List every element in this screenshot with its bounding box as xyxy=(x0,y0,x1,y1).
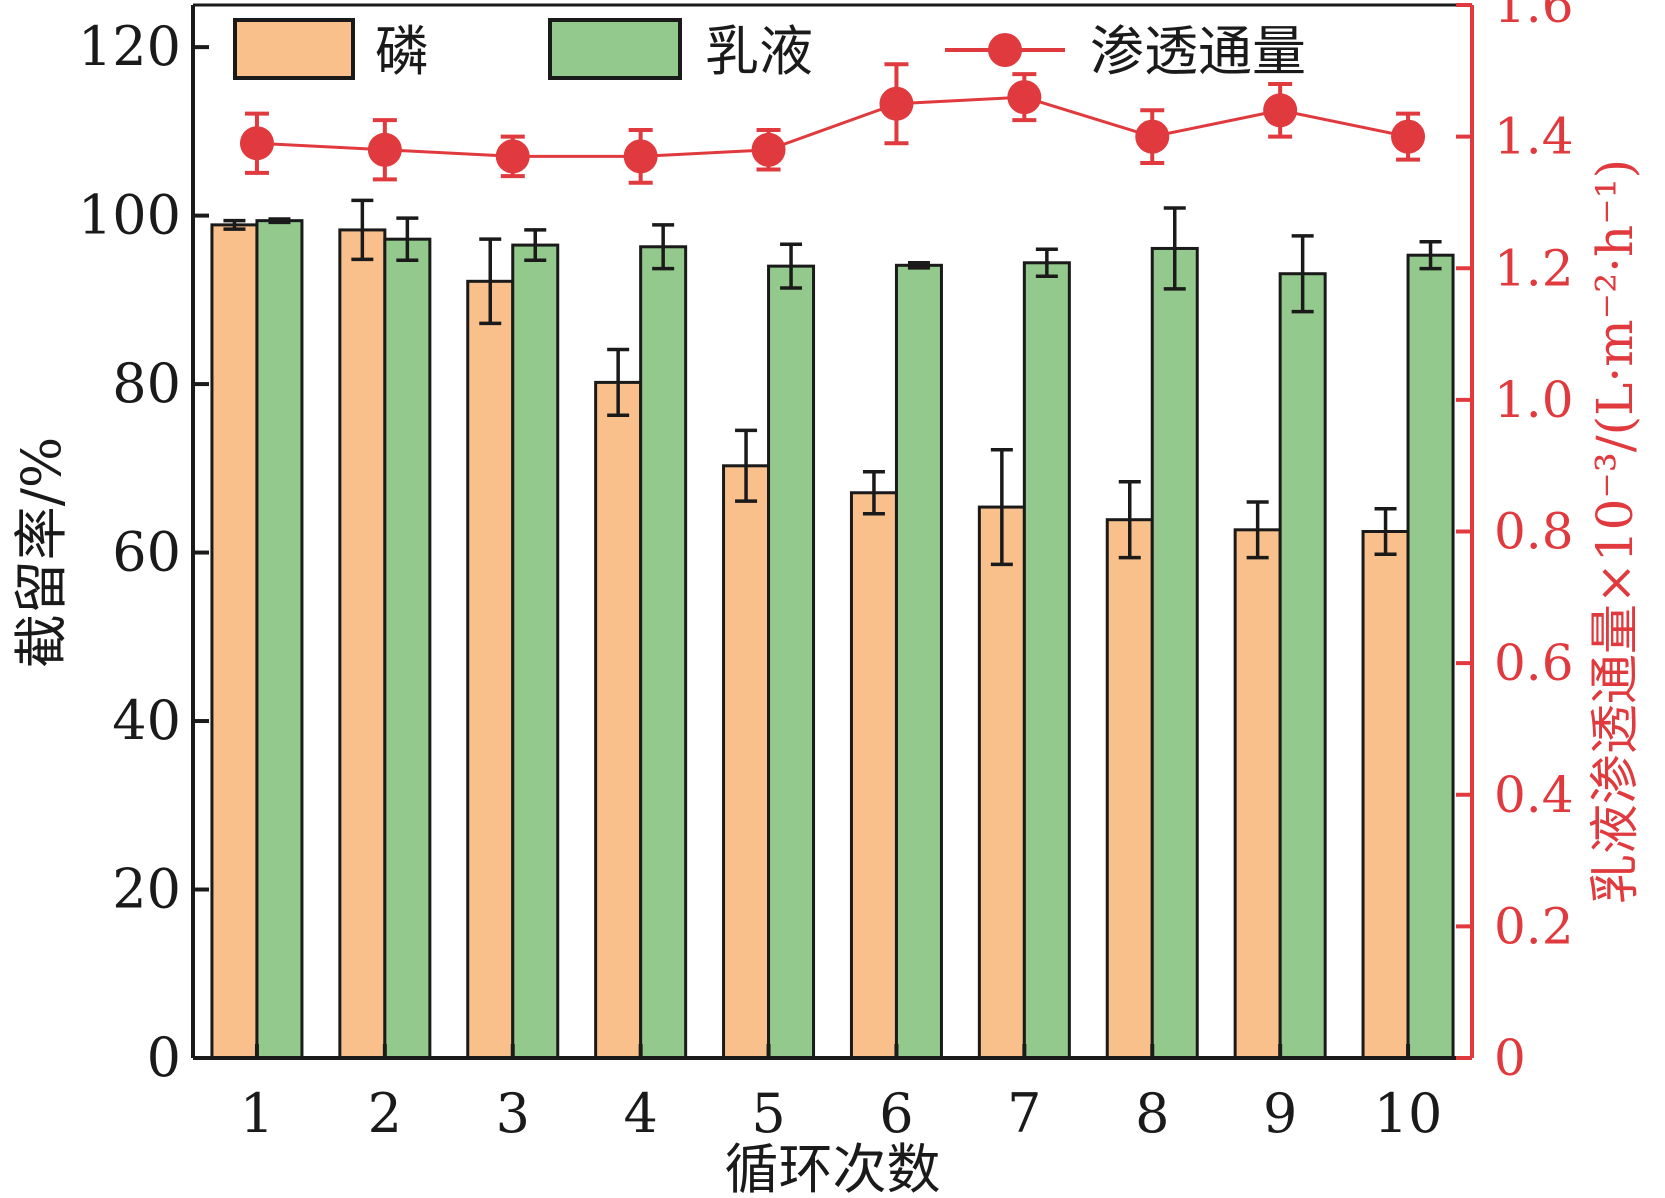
legend-emulsion-swatch xyxy=(548,18,682,80)
legend-phosphorus-label: 磷 xyxy=(375,20,429,83)
x-tick-label-10: 10 xyxy=(1374,1082,1443,1145)
flux-point-2 xyxy=(367,132,402,167)
errorbar-emulsion-8 xyxy=(1163,206,1186,291)
y2-axis-title: 乳液渗透通量×10⁻³/(L·m⁻²·h⁻¹) xyxy=(1586,159,1644,904)
legend-flux-label: 渗透通量 xyxy=(1090,20,1306,83)
errorbar-emulsion-6 xyxy=(907,261,930,270)
left-tick-label-80: 80 xyxy=(112,352,181,415)
x-tick-label-3: 3 xyxy=(496,1082,530,1145)
x-tick-label-6: 6 xyxy=(879,1082,913,1145)
errorbar-emulsion-4 xyxy=(652,223,675,271)
errorbar-emulsion-2 xyxy=(396,216,419,262)
errorbar-phosphorus-6 xyxy=(862,469,885,516)
errorbar-emulsion-3 xyxy=(524,228,547,262)
bar-emulsion-4 xyxy=(639,245,688,1060)
left-tick-label-20: 20 xyxy=(112,858,181,921)
errorbar-emulsion-1 xyxy=(268,217,291,225)
bar-emulsion-3 xyxy=(511,243,560,1060)
errorbar-phosphorus-8 xyxy=(1118,480,1141,560)
flux-point-4 xyxy=(623,139,658,174)
bar-phosphorus-4 xyxy=(594,380,643,1060)
x-tick-label-5: 5 xyxy=(751,1082,785,1145)
right-tick-label-1.2: 1.2 xyxy=(1494,239,1574,297)
bar-emulsion-10 xyxy=(1406,253,1455,1060)
flux-point-10 xyxy=(1391,119,1426,154)
x-tick-label-7: 7 xyxy=(1007,1082,1041,1145)
errorbar-emulsion-7 xyxy=(1035,247,1058,279)
x-axis-title: 循环次数 xyxy=(725,1138,941,1198)
left-tick-label-100: 100 xyxy=(78,184,181,247)
bar-emulsion-7 xyxy=(1022,261,1071,1060)
bar-phosphorus-2 xyxy=(338,228,387,1060)
errorbar-phosphorus-9 xyxy=(1246,500,1269,560)
errorbar-phosphorus-5 xyxy=(735,428,758,503)
left-tick-label-0: 0 xyxy=(147,1026,181,1089)
y-axis-title: 截留率/% xyxy=(10,437,73,669)
left-tick-label-60: 60 xyxy=(112,521,181,584)
x-tick-label-1: 1 xyxy=(240,1082,274,1145)
flux-point-9 xyxy=(1263,93,1298,128)
bar-emulsion-2 xyxy=(383,237,432,1060)
bar-emulsion-8 xyxy=(1150,246,1199,1060)
right-tick-label-0: 0 xyxy=(1494,1029,1526,1087)
bar-phosphorus-10 xyxy=(1361,530,1410,1060)
errorbar-phosphorus-7 xyxy=(990,448,1013,567)
errorbar-emulsion-5 xyxy=(780,242,803,290)
errorbar-phosphorus-10 xyxy=(1374,507,1397,556)
flux-point-6 xyxy=(879,86,914,121)
left-tick-label-40: 40 xyxy=(112,689,181,752)
bar-phosphorus-5 xyxy=(722,464,771,1060)
errorbar-phosphorus-4 xyxy=(607,347,630,417)
flux-point-3 xyxy=(495,139,530,174)
bar-phosphorus-6 xyxy=(849,491,898,1060)
bar-phosphorus-1 xyxy=(210,223,259,1060)
x-tick-label-4: 4 xyxy=(623,1082,657,1145)
right-tick-label-0.6: 0.6 xyxy=(1494,634,1574,692)
legend-phosphorus-swatch xyxy=(233,18,355,80)
bar-emulsion-6 xyxy=(894,263,943,1060)
right-tick-label-0.4: 0.4 xyxy=(1494,766,1574,824)
errorbar-phosphorus-2 xyxy=(351,198,374,262)
x-tick-label-8: 8 xyxy=(1135,1082,1169,1145)
bar-emulsion-9 xyxy=(1278,272,1327,1060)
errorbar-phosphorus-1 xyxy=(223,218,246,231)
left-tick-label-120: 120 xyxy=(78,15,181,78)
flux-point-1 xyxy=(239,126,274,161)
bar-phosphorus-7 xyxy=(977,505,1026,1060)
axes: 0 20 40 60 80 100 120 0 0.2 0.4 0.6 0.8 1.0 1.2 1.4 1.6… xyxy=(10,0,1644,1198)
flux-point-5 xyxy=(751,132,786,167)
flux-point-7 xyxy=(1007,80,1042,115)
errorbar-emulsion-10 xyxy=(1419,239,1442,271)
errorbar-emulsion-9 xyxy=(1291,234,1314,314)
plot-area xyxy=(210,62,1455,1060)
right-tick-label-1.4: 1.4 xyxy=(1494,108,1574,166)
flux-line xyxy=(256,95,1409,158)
right-tick-label-1.6: 1.6 xyxy=(1494,0,1574,34)
bar-emulsion-1 xyxy=(255,219,304,1060)
errorbar-phosphorus-3 xyxy=(479,237,502,326)
x-tick-label-2: 2 xyxy=(368,1082,402,1145)
x-tick-label-9: 9 xyxy=(1263,1082,1297,1145)
legend: 磷 乳液 渗透通量 xyxy=(233,18,1306,83)
right-tick-label-0.2: 0.2 xyxy=(1494,897,1574,955)
bar-emulsion-5 xyxy=(767,264,816,1060)
bar-phosphorus-9 xyxy=(1233,528,1282,1060)
flux-point-8 xyxy=(1135,119,1170,154)
legend-emulsion-label: 乳液 xyxy=(705,20,813,83)
legend-flux-marker xyxy=(988,33,1022,67)
bar-phosphorus-8 xyxy=(1105,518,1154,1060)
bar-phosphorus-3 xyxy=(466,279,515,1060)
right-tick-label-0.8: 0.8 xyxy=(1494,503,1574,561)
right-tick-label-1.0: 1.0 xyxy=(1494,371,1574,429)
